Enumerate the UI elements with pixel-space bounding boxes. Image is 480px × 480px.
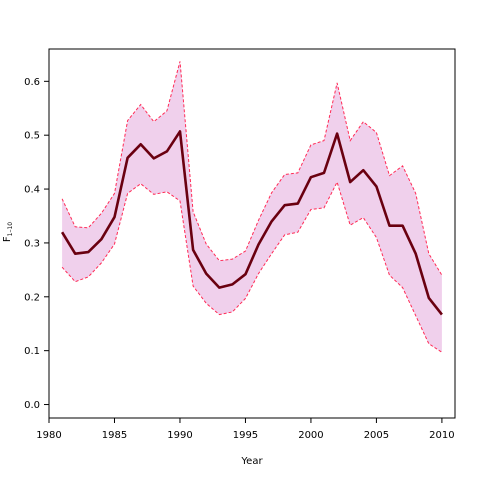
- confidence-band: [62, 61, 442, 353]
- y-tick-label: 0.4: [24, 185, 40, 196]
- y-axis-label-subscript: 1–10: [7, 222, 14, 237]
- x-tick-label: 1985: [102, 430, 127, 441]
- y-axis-label: F1–10: [2, 222, 14, 242]
- y-tick-label: 0.5: [24, 131, 40, 142]
- upper-bound-line: [61, 61, 443, 276]
- plot-area: [60, 61, 443, 353]
- x-tick-label: 1990: [167, 430, 192, 441]
- x-tick-label: 1995: [233, 430, 258, 441]
- svg-text:F1–10: F1–10: [2, 222, 14, 242]
- x-tick-label: 2000: [298, 430, 323, 441]
- x-tick-label: 2005: [364, 430, 389, 441]
- y-tick-label: 0.1: [24, 346, 40, 357]
- y-tick-label: 0.6: [24, 77, 40, 88]
- y-axis-label-main: F: [2, 236, 13, 242]
- y-tick-label: 0.0: [24, 400, 40, 411]
- x-axis-label: Year: [240, 456, 263, 467]
- lower-bound-line: [61, 180, 443, 353]
- y-tick-label: 0.3: [24, 238, 40, 249]
- plot-frame: [48, 48, 456, 419]
- x-tick-label: 2010: [429, 430, 454, 441]
- y-tick-label: 0.2: [24, 292, 40, 303]
- x-tick-label: 1980: [36, 430, 61, 441]
- series-line: [60, 130, 443, 316]
- axes: 1980 1985 1990 1995 2000 2005 2010 0.0 0.1 0.2 0.3…: [24, 48, 456, 441]
